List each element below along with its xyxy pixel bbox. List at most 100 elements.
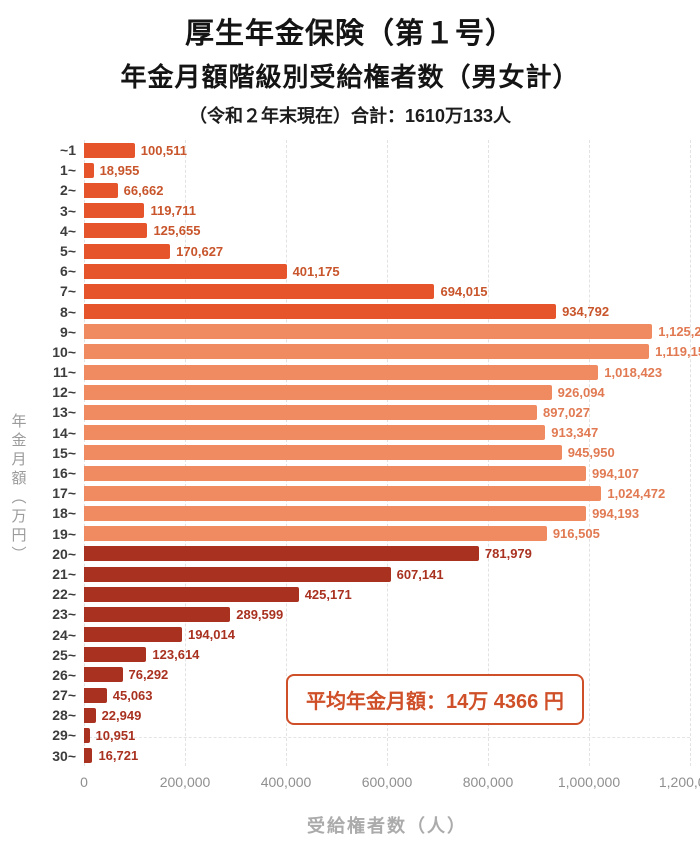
y-axis-title: 年金月額（万円） — [9, 412, 27, 565]
bar-rows: 平均年金月額：14万 4366 円 100,511 18,955 66,662 119… — [84, 140, 700, 766]
bar-track: 781,979 — [84, 544, 690, 564]
average-annotation-box: 平均年金月額：14万 4366 円 — [286, 674, 584, 725]
category-label: 5~ — [60, 242, 76, 259]
bar-track: 934,792 — [84, 302, 690, 322]
bar-track: 913,347 — [84, 423, 690, 443]
bar-track: 66,662 — [84, 180, 690, 200]
category-label: 4~ — [60, 222, 76, 239]
bar — [84, 647, 147, 663]
category-label: 10~ — [52, 343, 76, 360]
bar — [84, 445, 562, 461]
bar-track: 994,107 — [84, 463, 690, 483]
bar — [84, 606, 231, 622]
category-label: 3~ — [60, 202, 76, 219]
gridline — [690, 140, 691, 766]
bar — [84, 384, 552, 400]
x-tick-label: 0 — [80, 773, 88, 790]
category-label: 14~ — [52, 424, 76, 441]
value-label: 916,505 — [552, 526, 600, 542]
bar-chart: 年金月額（万円） ~1 1~ 2~ 3~ 4~ 5~ 6~ 7~ 8~ 9~ 10~ 11~ 12~ 13… — [0, 140, 700, 838]
category-label: 13~ — [52, 404, 76, 421]
category-label: 21~ — [52, 565, 76, 582]
value-label: 1,024,472 — [607, 485, 666, 501]
value-label: 781,979 — [484, 546, 532, 562]
value-label: 123,614 — [152, 647, 200, 663]
value-label: 607,141 — [396, 566, 444, 582]
x-tick-label: 400,000 — [260, 773, 312, 790]
value-label: 994,107 — [592, 465, 640, 481]
bar-track: 18,955 — [84, 160, 690, 180]
category-label: 16~ — [52, 465, 76, 481]
value-label: 1,119,158 — [655, 344, 700, 360]
category-label: 22~ — [52, 586, 76, 603]
bar-track: 22,949 — [84, 705, 690, 725]
bar — [84, 304, 557, 320]
x-tick-label: 1,000,000 — [557, 773, 621, 790]
bar — [84, 627, 182, 643]
bar-track: 125,655 — [84, 221, 690, 241]
bar-track: 76,292 — [84, 665, 690, 685]
category-label: 1~ — [60, 162, 76, 179]
category-label: 12~ — [52, 384, 76, 401]
chart-header: 厚生年金保険（第１号） 年金月額階級別受給権者数（男女計） （令和２年末現在）合… — [0, 10, 700, 128]
category-label: 17~ — [52, 485, 76, 502]
bar — [84, 566, 391, 582]
value-label: 125,655 — [153, 223, 201, 239]
bar — [84, 344, 650, 360]
value-label: 994,193 — [592, 505, 640, 521]
category-label: 6~ — [60, 263, 76, 280]
value-label: 66,662 — [123, 182, 164, 198]
bar — [84, 364, 599, 380]
value-label: 119,711 — [150, 203, 197, 219]
bar — [84, 586, 299, 602]
bar-track: 425,171 — [84, 584, 690, 604]
bar — [84, 223, 148, 239]
bar-track: 100,511 — [84, 140, 690, 160]
bar-track: 1,119,158 — [84, 342, 700, 362]
bar-track: 170,627 — [84, 241, 690, 261]
category-label: 2~ — [60, 182, 76, 199]
category-label: 15~ — [52, 444, 76, 461]
value-label: 194,014 — [187, 627, 235, 643]
category-label: 28~ — [52, 707, 76, 724]
bar — [84, 465, 587, 481]
bar — [84, 283, 435, 299]
category-label: 9~ — [60, 323, 76, 340]
bar — [84, 687, 107, 703]
value-label: 694,015 — [440, 283, 488, 299]
bar — [84, 667, 123, 683]
value-label: 170,627 — [176, 243, 224, 259]
bar-track: 194,014 — [84, 625, 690, 645]
category-label: ~1 — [60, 142, 76, 158]
bar-track: 897,027 — [84, 402, 690, 422]
value-label: 76,292 — [128, 667, 169, 683]
x-tick-label: 200,000 — [159, 773, 211, 790]
bar — [84, 748, 93, 764]
bar — [84, 324, 653, 340]
bar-track: 123,614 — [84, 645, 690, 665]
bar — [84, 505, 587, 521]
category-label: 24~ — [52, 626, 76, 643]
bar-track: 1,018,423 — [84, 362, 690, 382]
value-label: 897,027 — [542, 405, 590, 421]
value-label: 1,125,260 — [658, 324, 700, 340]
category-label: 30~ — [52, 747, 76, 764]
bar — [84, 425, 546, 441]
bar — [84, 162, 94, 178]
x-tick-label: 600,000 — [361, 773, 413, 790]
bar-track: 1,125,260 — [84, 322, 700, 342]
bar-track: 1,024,472 — [84, 483, 690, 503]
value-label: 10,951 — [95, 728, 136, 744]
bar — [84, 546, 479, 562]
category-label: 29~ — [52, 727, 76, 744]
category-label: 20~ — [52, 545, 76, 562]
value-label: 425,171 — [304, 586, 352, 602]
category-labels: ~1 1~ 2~ 3~ 4~ 5~ 6~ 7~ 8~ 9~ 10~ 11~ 12~ 13~ 14~ 15~ 16… — [32, 140, 84, 838]
category-label: 7~ — [60, 283, 76, 300]
bar — [84, 182, 118, 198]
gridline — [589, 140, 590, 766]
bar-track: 994,193 — [84, 503, 690, 523]
category-label: 8~ — [60, 303, 76, 320]
bar — [84, 263, 287, 279]
horizontal-gridline — [84, 737, 690, 738]
